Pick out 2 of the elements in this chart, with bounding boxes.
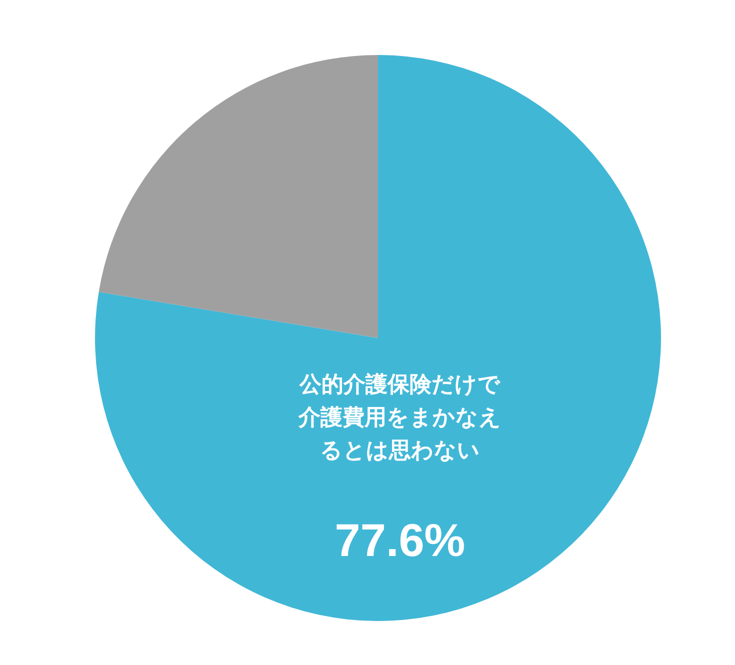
slice-label: 公的介護保険だけで介護費用をまかなえるとは思わない	[298, 372, 502, 464]
data-label: 77.6%	[334, 514, 466, 566]
